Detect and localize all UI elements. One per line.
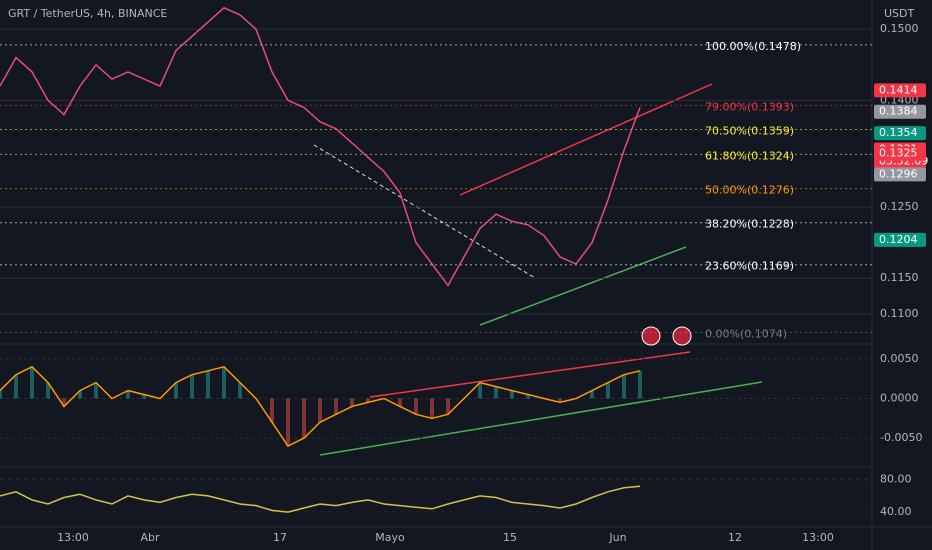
- histogram-bar: [414, 398, 418, 415]
- x-tick-label: 17: [273, 531, 287, 544]
- histogram-bar: [30, 366, 34, 399]
- histogram-bar: [270, 398, 274, 423]
- fib-label: 38.20%(0.1228): [705, 218, 794, 231]
- y-tick-label: 40.00: [880, 505, 912, 518]
- y-tick-label: 0.1150: [880, 271, 919, 284]
- y-tick-label: 0.1250: [880, 200, 919, 213]
- price-line: [0, 6, 641, 287]
- x-tick-label: Abr: [140, 531, 160, 544]
- histogram-bar: [206, 370, 210, 399]
- y-tick-label: -0.0050: [880, 431, 922, 444]
- histogram-bar: [350, 398, 354, 407]
- histogram-bar: [14, 374, 18, 399]
- price-tag-label: 0.1325: [879, 147, 918, 160]
- y-tick-label: 0.0000: [880, 391, 919, 404]
- histogram-bar: [302, 398, 306, 439]
- price-tag: [874, 104, 926, 119]
- trendline: [369, 351, 691, 398]
- price-tag: [874, 83, 926, 98]
- fib-label: 0.00%(0.1074): [705, 327, 787, 340]
- fib-label: 70.50%(0.1359): [705, 125, 794, 138]
- trendline: [319, 381, 763, 456]
- histogram-bar: [318, 398, 322, 423]
- histogram-bar: [0, 390, 2, 399]
- histogram-bar: [126, 390, 130, 399]
- price-tag-label: 0.1296: [879, 167, 918, 180]
- price-tag: [874, 167, 926, 182]
- histogram-bar: [286, 398, 290, 446]
- fib-label: 61.80%(0.1324): [705, 149, 794, 162]
- price-tag-label: 0.1204: [879, 233, 918, 246]
- trendline: [479, 246, 687, 326]
- price-tag: [874, 232, 926, 247]
- y-tick-label: 0.1500: [880, 22, 919, 35]
- rsi-line: [0, 485, 641, 513]
- histogram-bar: [174, 382, 178, 399]
- trendline: [459, 83, 713, 196]
- event-icon[interactable]: [672, 326, 692, 346]
- histogram-bar: [430, 398, 434, 419]
- fib-label: 23.60%(0.1169): [705, 260, 794, 273]
- histogram-bar: [94, 382, 98, 399]
- x-tick-label: Jun: [608, 531, 626, 544]
- fib-label: 100.00%(0.1478): [705, 40, 801, 53]
- histogram-bar: [334, 398, 338, 415]
- chart-title: GRT / TetherUS, 4h, BINANCE: [8, 7, 167, 20]
- event-icon[interactable]: [641, 326, 661, 346]
- y-tick-label: 0.0050: [880, 352, 919, 365]
- macd-line: [0, 365, 641, 447]
- histogram-bar: [142, 394, 146, 399]
- fib-label: 79.00%(0.1393): [705, 100, 794, 113]
- histogram-bar: [78, 390, 82, 399]
- x-tick-label: 15: [503, 531, 517, 544]
- histogram-bar: [638, 370, 642, 399]
- histogram-bar: [46, 382, 50, 399]
- price-tag-label: 0.1354: [879, 126, 918, 139]
- histogram-bar: [238, 382, 242, 399]
- histogram-bar: [478, 382, 482, 399]
- fib-label: 50.00%(0.1276): [705, 184, 794, 197]
- histogram-bar: [446, 398, 450, 415]
- histogram-bar: [366, 398, 370, 403]
- trendline: [313, 144, 536, 279]
- histogram-bar: [590, 390, 594, 399]
- histogram-bar: [190, 374, 194, 399]
- y-tick-label: 80.00: [880, 473, 912, 486]
- histogram-bar: [62, 398, 66, 407]
- x-tick-label: Mayo: [375, 531, 405, 544]
- x-tick-label: 12: [728, 531, 742, 544]
- histogram-bar: [558, 398, 562, 403]
- histogram-bar: [526, 394, 530, 399]
- price-tag: [874, 126, 926, 141]
- currency: USDT: [884, 7, 915, 20]
- histogram-bar: [622, 374, 626, 399]
- x-tick-label: 13:00: [802, 531, 834, 544]
- price-tag: [874, 146, 926, 161]
- histogram-bar: [606, 382, 610, 399]
- price-tag-label: 0.1414: [879, 83, 918, 96]
- histogram-bar: [398, 398, 402, 407]
- price-tag-label: 0.1384: [879, 105, 918, 118]
- x-tick-label: 13:00: [57, 531, 89, 544]
- histogram-bar: [510, 390, 514, 399]
- histogram-bar: [222, 366, 226, 399]
- y-tick-label: 0.1100: [880, 307, 919, 320]
- histogram-bar: [494, 386, 498, 399]
